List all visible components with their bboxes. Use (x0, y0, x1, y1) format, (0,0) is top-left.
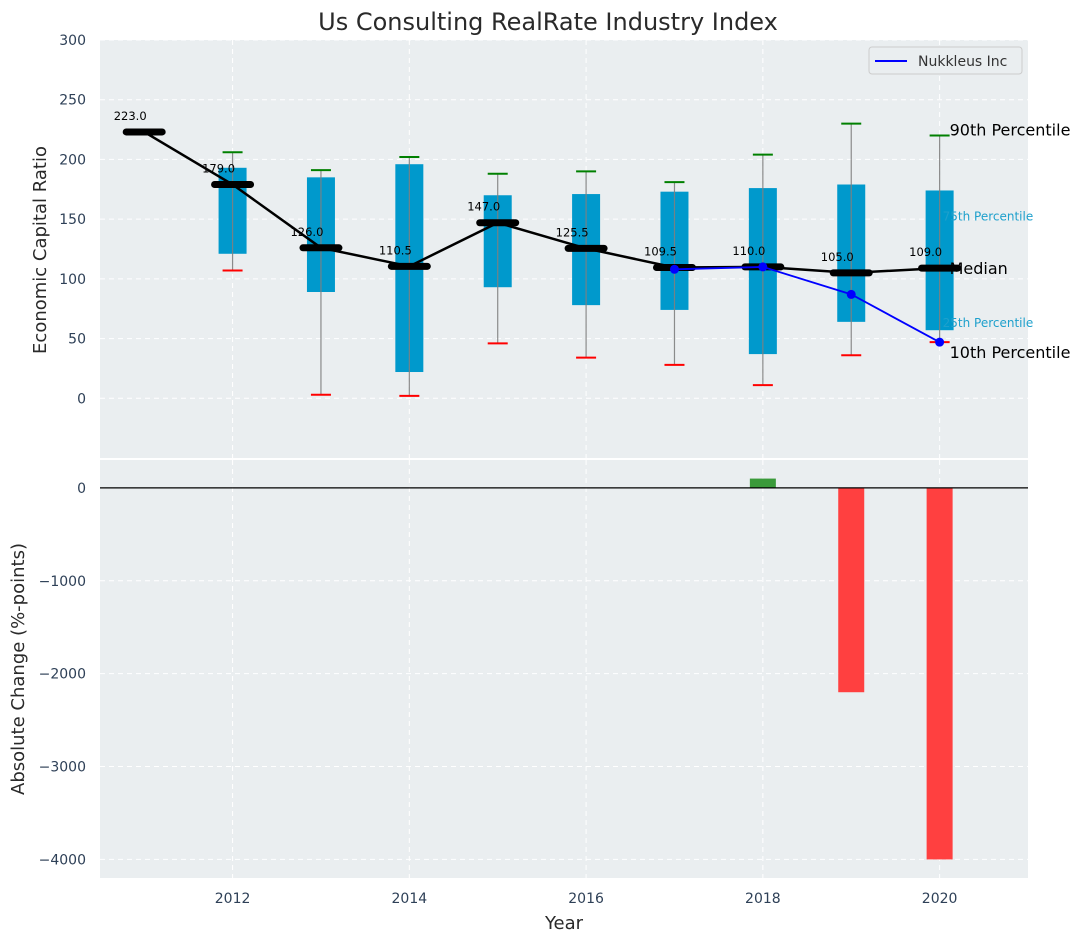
company-point (758, 262, 768, 272)
negative-bar (926, 487, 953, 860)
company-point (669, 264, 679, 274)
median-value-label: 126.0 (290, 225, 323, 239)
company-point (846, 289, 856, 299)
x-tick-label: 2018 (745, 891, 781, 907)
bottom-plot: 0−1000−2000−3000−4000 2012 2014 2016 2018 20… (8, 460, 1028, 934)
y-tick-label: 250 (59, 93, 86, 109)
y-tick-label: 300 (59, 33, 86, 49)
bottom-y-ticks: 0 −1000 −2000 −3000 −4000 (39, 481, 86, 869)
y-tick-label: 200 (59, 152, 86, 168)
median-value-label: 109.5 (644, 245, 677, 259)
top-y-axis-title: Economic Capital Ratio (30, 146, 51, 354)
x-tick-label: 2016 (568, 891, 604, 907)
x-axis-title: Year (544, 913, 584, 934)
company-point (935, 337, 945, 347)
median-value-label: 223.0 (114, 109, 147, 123)
annotation-median: Median (950, 259, 1008, 278)
y-tick-label: 100 (59, 272, 86, 288)
x-tick-label: 2014 (392, 891, 428, 907)
median-value-label: 109.0 (909, 245, 942, 259)
company-series-group (669, 262, 945, 347)
annotation-p90: 90th Percentile (950, 121, 1071, 140)
bottom-bars (749, 478, 953, 860)
y-tick-label: −3000 (39, 760, 86, 776)
annotation-p75: 75th Percentile (943, 209, 1034, 223)
y-tick-label: −4000 (39, 852, 86, 868)
x-ticks: 2012 2014 2016 2018 2020 (215, 891, 958, 907)
y-tick-label: −1000 (39, 574, 86, 590)
legend-label: Nukkleus Inc (918, 54, 1007, 70)
y-tick-label: 0 (77, 481, 86, 497)
y-tick-label: 50 (68, 332, 86, 348)
median-value-label: 105.0 (821, 250, 854, 264)
top-plot: 0 50 100 150 200 250 300 223.0 179.0 126.0 110.5 1… (30, 33, 1070, 458)
median-line (143, 130, 940, 275)
annotation-p25: 25th Percentile (943, 316, 1034, 330)
median-value-label: 125.5 (556, 225, 589, 239)
median-value-label: 179.0 (202, 162, 235, 176)
x-tick-label: 2020 (922, 891, 958, 907)
legend-box (868, 46, 1023, 75)
positive-bar (749, 478, 776, 488)
bottom-y-axis-title: Absolute Change (%-points) (8, 543, 29, 795)
top-plot-background (100, 40, 1028, 458)
bottom-plot-background (100, 460, 1028, 878)
x-tick-label: 2012 (215, 891, 251, 907)
negative-bar (838, 487, 865, 693)
annotation-p10: 10th Percentile (950, 343, 1071, 362)
y-tick-label: 0 (77, 391, 86, 407)
company-line (674, 266, 941, 343)
median-value-label: 110.5 (379, 243, 412, 257)
median-value-label: 147.0 (467, 200, 500, 214)
y-tick-label: 150 (59, 212, 86, 228)
top-y-ticks: 0 50 100 150 200 250 300 (59, 33, 86, 407)
y-tick-label: −2000 (39, 667, 86, 683)
legend: Nukkleus Inc (868, 46, 1023, 75)
percentile-annotations: 90th Percentile 75th Percentile Median 2… (943, 121, 1071, 363)
chart-title: Us Consulting RealRate Industry Index (318, 8, 778, 36)
median-value-label: 110.0 (732, 244, 765, 258)
